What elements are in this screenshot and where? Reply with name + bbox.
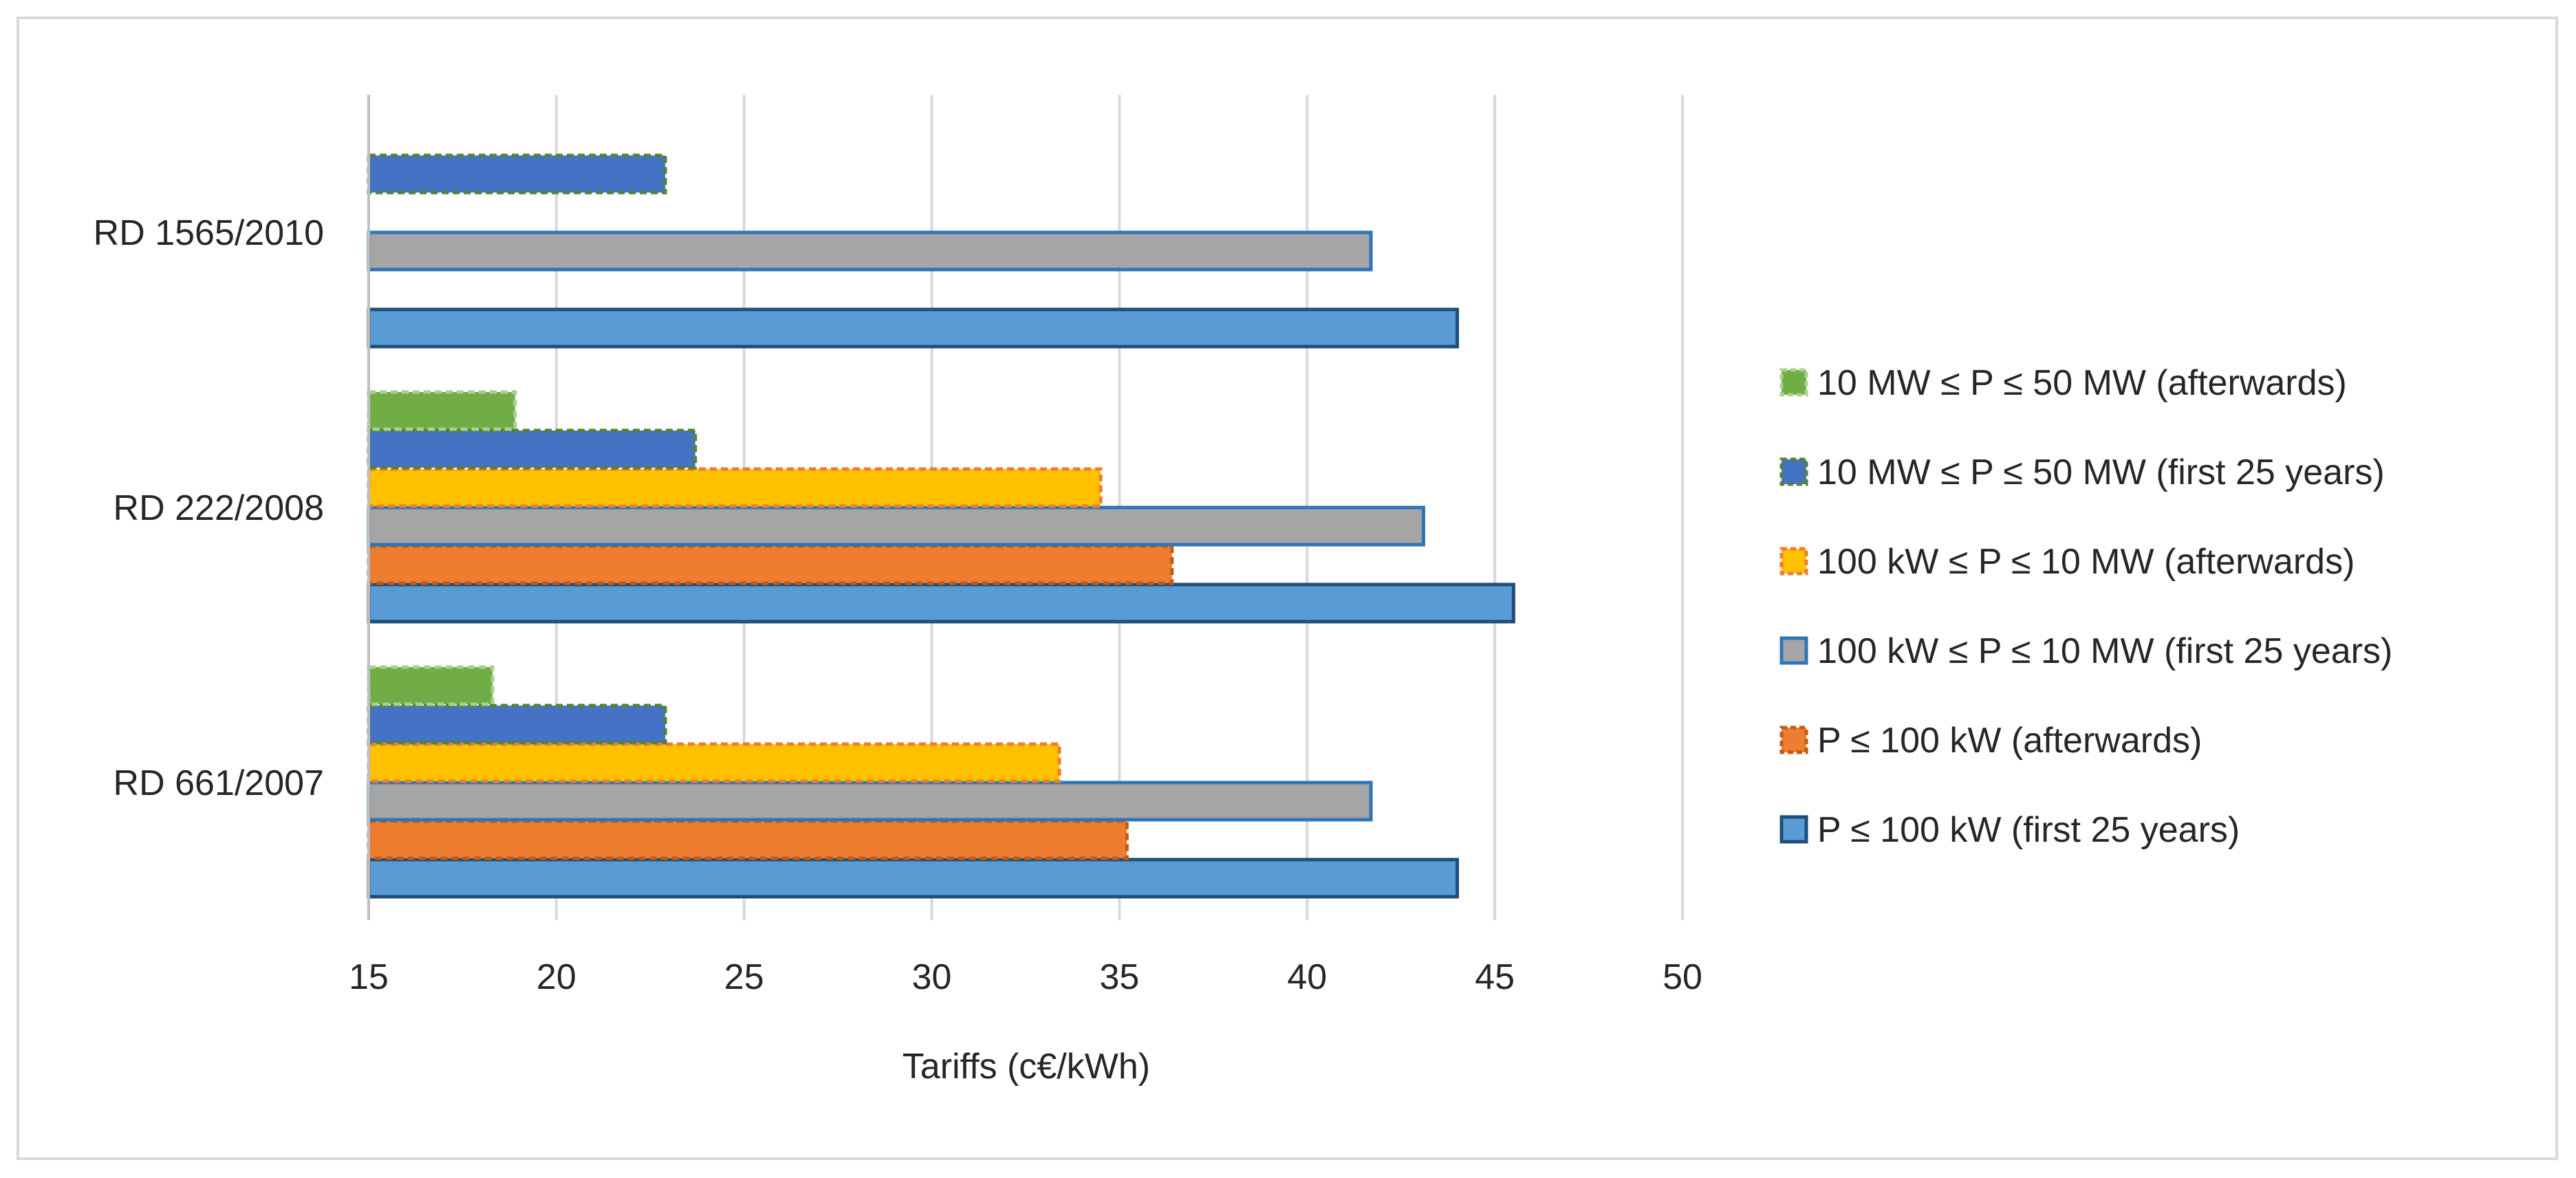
x-tick-label: 20 bbox=[537, 957, 576, 997]
bars bbox=[367, 153, 1515, 899]
legend-label: 100 kW ≤ P ≤ 10 MW (afterwards) bbox=[1817, 542, 2355, 582]
legend-label: P ≤ 100 kW (afterwards) bbox=[1817, 721, 2202, 761]
x-axis-title: Tariffs (c€/kWh) bbox=[902, 1047, 1150, 1087]
category-label: RD 222/2008 bbox=[113, 488, 324, 528]
category-label: RD 661/2007 bbox=[113, 763, 324, 803]
legend-label: 10 MW ≤ P ≤ 50 MW (first 25 years) bbox=[1817, 452, 2385, 492]
legend-swatch bbox=[1779, 368, 1808, 397]
legend-swatch bbox=[1779, 726, 1808, 754]
x-tick-label: 35 bbox=[1100, 957, 1140, 997]
bar bbox=[367, 153, 667, 195]
x-tick-label: 30 bbox=[912, 957, 952, 997]
legend-swatch bbox=[1779, 815, 1808, 844]
x-tick-label: 25 bbox=[724, 957, 764, 997]
x-tick-label: 45 bbox=[1475, 957, 1515, 997]
bar bbox=[367, 665, 495, 706]
bar bbox=[367, 230, 1373, 272]
x-tick-label: 50 bbox=[1663, 957, 1702, 997]
x-tick-label: 40 bbox=[1287, 957, 1327, 997]
bar bbox=[367, 505, 1425, 547]
x-tick-label: 15 bbox=[349, 957, 389, 997]
bar bbox=[367, 819, 1129, 860]
category-label: RD 1565/2010 bbox=[94, 213, 324, 253]
bar bbox=[367, 544, 1174, 585]
bar bbox=[367, 781, 1373, 822]
axes: 15 20 25 30 35 40 45 50 RD 661/2007 RD 222/2008 RD… bbox=[94, 95, 1702, 997]
bar bbox=[367, 428, 697, 470]
bar bbox=[367, 467, 1103, 508]
legend: 10 MW ≤ P ≤ 50 MW (afterwards) 10 MW ≤ P … bbox=[1779, 363, 2392, 850]
tariff-bar-chart: 15 20 25 30 35 40 45 50 RD 661/2007 RD 222/2008 RD… bbox=[94, 95, 2392, 1087]
legend-label: 100 kW ≤ P ≤ 10 MW (first 25 years) bbox=[1817, 631, 2392, 671]
bar bbox=[367, 742, 1061, 783]
legend-swatch bbox=[1779, 457, 1808, 486]
bar bbox=[367, 703, 667, 745]
bar bbox=[367, 858, 1460, 899]
bar bbox=[367, 582, 1515, 624]
bar bbox=[367, 390, 517, 431]
legend-swatch bbox=[1779, 636, 1808, 665]
legend-label: 10 MW ≤ P ≤ 50 MW (afterwards) bbox=[1817, 363, 2347, 403]
bar bbox=[367, 307, 1460, 349]
legend-label: P ≤ 100 kW (first 25 years) bbox=[1817, 810, 2240, 850]
legend-swatch bbox=[1779, 547, 1808, 576]
chart-frame: 15 20 25 30 35 40 45 50 RD 661/2007 RD 222/2008 RD… bbox=[17, 17, 2558, 1160]
